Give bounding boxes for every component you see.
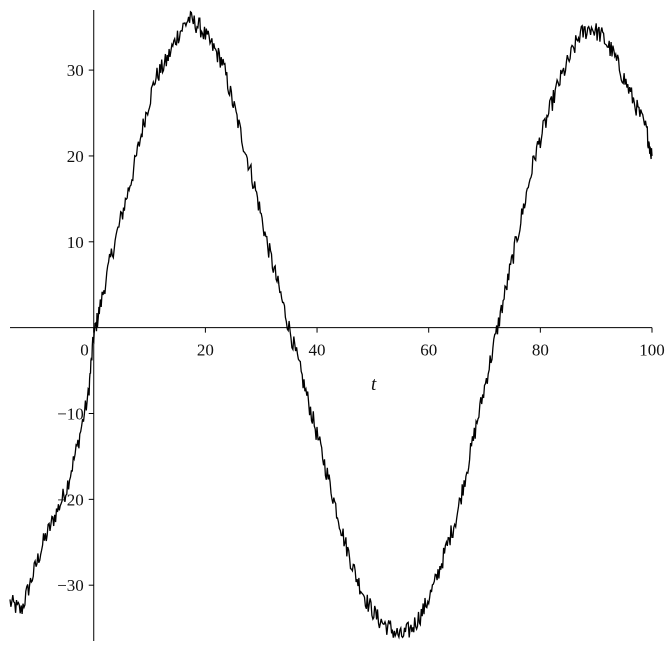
x-tick-label: 0 xyxy=(80,341,89,360)
x-axis-label: t xyxy=(371,374,377,395)
y-tick-label: −10 xyxy=(57,404,84,423)
series-line xyxy=(9,10,653,640)
x-tick-label: 60 xyxy=(420,341,437,360)
y-tick-label: −30 xyxy=(57,576,84,595)
axes xyxy=(10,10,653,641)
x-tick-label: 100 xyxy=(639,341,665,360)
x-tick-label: 40 xyxy=(309,341,326,360)
y-tick-label: 20 xyxy=(67,147,84,166)
y-tick-label: 30 xyxy=(67,61,84,80)
tick-labels: 0 20 40 60 80 100 30 20 10 −10 −20 −30 xyxy=(57,61,665,595)
x-tick-label: 80 xyxy=(532,341,549,360)
plot-area xyxy=(9,10,653,640)
y-tick-label: −20 xyxy=(57,490,84,509)
y-tick-label: 10 xyxy=(67,233,84,252)
x-tick-label: 20 xyxy=(197,341,214,360)
